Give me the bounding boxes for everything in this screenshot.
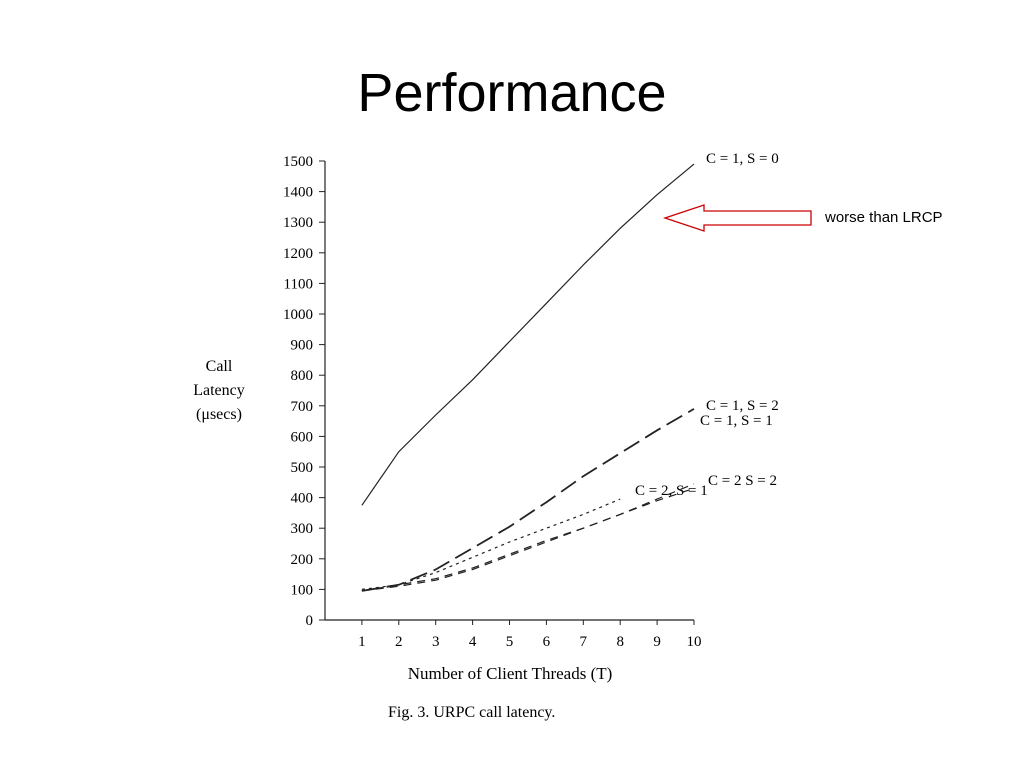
x-tick-label: 3 [432,634,440,650]
y-tick-label: 1300 [283,215,313,231]
x-tick-label: 4 [469,634,477,650]
y-tick-label: 1400 [283,185,313,201]
x-tick-label: 1 [358,634,366,650]
y-tick-label: 1500 [283,154,313,170]
x-tick-label: 2 [395,634,403,650]
y-tick-label: 500 [291,460,314,476]
y-tick-label: 200 [291,552,314,568]
chart-series-labels: C = 1, S = 0 C = 1, S = 2C = 1, S = 1 C = … [635,151,779,499]
x-tick-label: 5 [506,634,514,650]
series-line-2 [361,408,695,592]
y-tick-label: 800 [291,368,314,384]
x-tick-label: 10 [687,634,702,650]
y-tick-label: 600 [291,429,314,445]
x-tick-label: 9 [653,634,661,650]
x-tick-label: 8 [616,634,624,650]
y-tick-label: 0 [306,613,314,629]
chart-series [361,163,695,592]
y-tick-label: 1200 [283,246,313,262]
series-label-2: C = 1, S = 2 [706,398,779,414]
y-axis-label: (μsecs) [196,406,242,423]
series-line-5 [361,483,695,592]
series-label-5: C = 2 S = 2 [708,473,777,489]
y-axis-label: Call [206,358,233,375]
chart-axes: 0 100 200 300 400 500 600 700 800 900 1000 1100 1200… [193,154,701,683]
callout-arrow [662,204,812,232]
series-line-4 [361,487,695,592]
x-tick-label: 7 [580,634,588,650]
y-tick-label: 300 [291,521,314,537]
y-axis-label: Latency [193,382,245,399]
series-label-4: C = 2, S = 1 [635,483,708,499]
x-tick-label: 6 [543,634,551,650]
y-tick-label: 400 [291,491,314,507]
callout-text: worse than LRCP [825,209,943,226]
slide-title: Performance [357,63,667,123]
y-tick-label: 900 [291,338,314,354]
y-tick-label: 1100 [284,276,313,292]
series-line-1 [361,163,695,506]
series-label-3: C = 1, S = 1 [700,413,773,429]
callout-arrow-shape [662,204,812,232]
y-tick-label: 100 [291,582,314,598]
y-tick-label: 1000 [283,307,313,323]
x-axis-label: Number of Client Threads (T) [408,664,613,683]
y-tick-label: 700 [291,399,314,415]
figure-caption: Fig. 3. URPC call latency. [388,704,556,721]
series-line-3 [361,498,621,590]
series-label-1: C = 1, S = 0 [706,151,779,167]
